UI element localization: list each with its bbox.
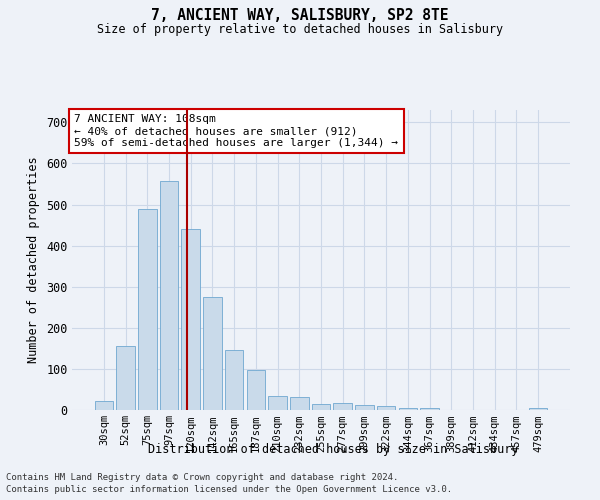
Bar: [95, 401, 113, 410]
Bar: [377, 406, 395, 410]
Bar: [398, 408, 417, 410]
Bar: [203, 297, 221, 410]
Bar: [355, 405, 374, 410]
Text: Size of property relative to detached houses in Salisbury: Size of property relative to detached ho…: [97, 22, 503, 36]
Bar: [268, 396, 287, 410]
Bar: [529, 408, 547, 410]
Text: Contains public sector information licensed under the Open Government Licence v3: Contains public sector information licen…: [6, 485, 452, 494]
Text: Contains HM Land Registry data © Crown copyright and database right 2024.: Contains HM Land Registry data © Crown c…: [6, 472, 398, 482]
Bar: [290, 397, 308, 410]
Text: 7 ANCIENT WAY: 108sqm
← 40% of detached houses are smaller (912)
59% of semi-det: 7 ANCIENT WAY: 108sqm ← 40% of detached …: [74, 114, 398, 148]
Bar: [247, 370, 265, 410]
Y-axis label: Number of detached properties: Number of detached properties: [26, 156, 40, 364]
Bar: [181, 229, 200, 410]
Bar: [334, 403, 352, 410]
Bar: [160, 181, 178, 410]
Bar: [138, 208, 157, 410]
Bar: [421, 408, 439, 410]
Text: 7, ANCIENT WAY, SALISBURY, SP2 8TE: 7, ANCIENT WAY, SALISBURY, SP2 8TE: [151, 8, 449, 22]
Bar: [312, 404, 330, 410]
Text: Distribution of detached houses by size in Salisbury: Distribution of detached houses by size …: [148, 442, 518, 456]
Bar: [116, 346, 135, 410]
Bar: [225, 350, 244, 410]
